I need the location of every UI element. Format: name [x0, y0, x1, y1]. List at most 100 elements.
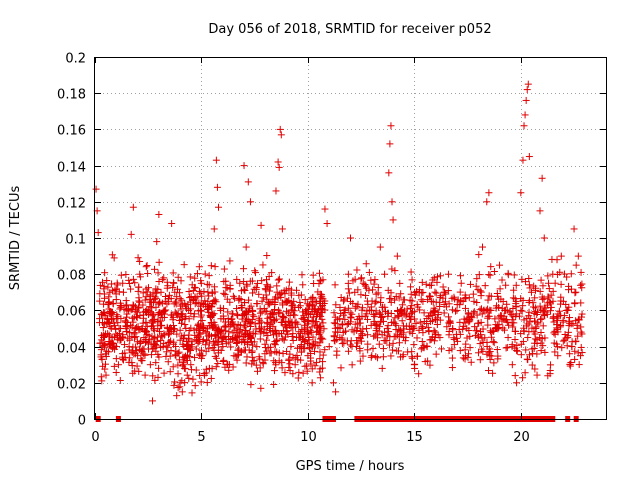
data-point: [105, 337, 113, 345]
data-point: [358, 304, 366, 312]
data-point: [394, 313, 402, 321]
data-point: [365, 268, 373, 276]
data-point: [513, 346, 521, 354]
data-point: [174, 273, 182, 281]
data-point: [205, 292, 213, 300]
data-point: [266, 313, 274, 321]
data-point: [171, 351, 179, 359]
data-point: [261, 356, 269, 364]
data-point: [513, 379, 521, 387]
data-point: [545, 279, 553, 287]
data-point: [340, 339, 348, 347]
data-point: [529, 350, 537, 358]
data-point: [226, 257, 234, 265]
data-point: [153, 238, 161, 246]
data-point: [451, 295, 459, 303]
data-point: [152, 303, 160, 311]
data-point: [528, 361, 536, 369]
data-point: [372, 307, 380, 315]
data-point: [210, 337, 218, 345]
data-point: [309, 271, 317, 279]
data-point: [397, 290, 405, 298]
data-point: [497, 312, 505, 320]
data-point: [174, 370, 182, 378]
data-point: [129, 343, 137, 351]
data-point: [348, 326, 356, 334]
data-point: [383, 332, 391, 340]
data-point: [197, 354, 205, 362]
data-point: [193, 334, 201, 342]
data-point: [237, 295, 245, 303]
data-point: [99, 362, 107, 370]
data-point: [120, 341, 128, 349]
data-point: [185, 374, 193, 382]
data-point: [374, 284, 382, 292]
data-point: [493, 346, 501, 354]
data-point: [496, 261, 504, 269]
data-point: [301, 337, 309, 345]
data-point: [506, 309, 514, 317]
data-point: [202, 369, 210, 377]
data-point: [574, 332, 582, 340]
data-point: [554, 328, 562, 336]
data-point: [167, 311, 175, 319]
data-point: [344, 320, 352, 328]
data-point: [524, 356, 532, 364]
data-point: [426, 361, 434, 369]
data-point: [385, 169, 393, 177]
data-point: [402, 334, 410, 342]
data-point: [170, 322, 178, 330]
data-point: [502, 344, 510, 352]
data-point: [123, 327, 131, 335]
data-point: [451, 307, 459, 315]
data-point: [117, 271, 125, 279]
data-point: [415, 326, 423, 334]
data-point: [467, 312, 475, 320]
data-point: [220, 315, 228, 323]
data-point: [223, 295, 231, 303]
data-point: [530, 328, 538, 336]
data-point: [136, 270, 144, 278]
data-point: [494, 352, 502, 360]
data-point: [392, 321, 400, 329]
data-point: [540, 295, 548, 303]
data-point: [536, 302, 544, 310]
data-point: [122, 297, 130, 305]
data-point: [222, 340, 230, 348]
data-point: [128, 323, 136, 331]
data-point: [498, 276, 506, 284]
data-point: [338, 340, 346, 348]
data-point: [347, 314, 355, 322]
data-point: [236, 321, 244, 329]
data-point: [189, 287, 197, 295]
data-point: [129, 318, 137, 326]
data-point: [112, 355, 120, 363]
data-point: [202, 347, 210, 355]
data-point: [351, 288, 359, 296]
data-point: [256, 335, 264, 343]
data-point: [181, 302, 189, 310]
data-point: [207, 262, 215, 270]
data-point: [256, 364, 264, 372]
data-point: [255, 314, 263, 322]
data-point: [205, 339, 213, 347]
data-point: [198, 317, 206, 325]
data-point: [290, 311, 298, 319]
data-point: [478, 345, 486, 353]
data-point: [559, 318, 567, 326]
data-point: [155, 364, 163, 372]
data-point: [418, 278, 426, 286]
data-point: [559, 337, 567, 345]
data-point: [448, 364, 456, 372]
data-point: [427, 297, 435, 305]
data-point: [109, 309, 117, 317]
data-point: [112, 296, 120, 304]
data-point: [214, 203, 222, 211]
data-point: [444, 270, 452, 278]
data-point: [256, 305, 264, 313]
x-tick-label: 5: [197, 430, 205, 445]
data-point: [180, 364, 188, 372]
data-point: [234, 351, 242, 359]
data-point: [97, 353, 105, 361]
data-point: [248, 338, 256, 346]
